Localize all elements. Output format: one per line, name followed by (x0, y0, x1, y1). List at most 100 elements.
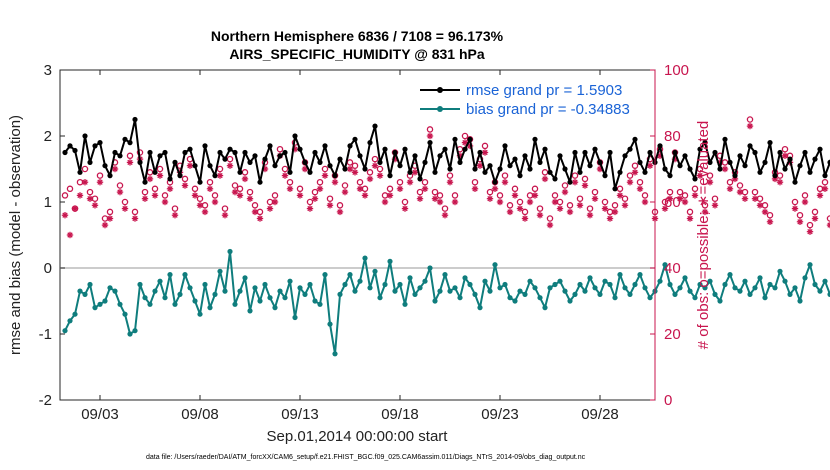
rmse-point (547, 169, 553, 175)
bias-point (627, 291, 633, 297)
obs-evaluated-point (761, 208, 769, 216)
rmse-point (272, 163, 278, 169)
bias-point (87, 281, 93, 288)
obs-possible-point (781, 145, 789, 153)
rmse-point (347, 143, 353, 149)
rmse-point (112, 149, 118, 156)
y-left-tick-label: -2 (39, 392, 52, 409)
obs-possible-point (306, 198, 314, 206)
obs-possible-point (206, 178, 214, 186)
rmse-point (417, 176, 423, 182)
rmse-point (817, 146, 823, 152)
obs-evaluated-point (766, 218, 774, 225)
bias-point (217, 268, 223, 274)
x-tick-label: 09/13 (281, 406, 319, 423)
bias-point (252, 285, 258, 291)
bias-point (532, 285, 538, 291)
rmse-point (497, 166, 503, 172)
obs-evaluated-point (481, 149, 489, 156)
bias-point (747, 291, 753, 297)
obs-evaluated-point (416, 195, 424, 202)
bias-point (167, 272, 173, 278)
bias-point (117, 301, 123, 307)
obs-evaluated-point (61, 212, 69, 219)
rmse-point (502, 143, 508, 149)
rmse-point (62, 149, 68, 156)
rmse-point (132, 116, 138, 123)
rmse-point (262, 156, 268, 162)
obs-evaluated-point (81, 179, 89, 186)
obs-evaluated-point (186, 162, 194, 169)
rmse-point (612, 186, 618, 192)
bias-point (162, 295, 168, 301)
bias-point (262, 281, 268, 288)
obs-evaluated-point (111, 165, 119, 173)
obs-evaluated-point (66, 231, 74, 239)
bias-point (142, 295, 148, 301)
obs-possible-point (571, 172, 579, 179)
obs-evaluated-point (351, 169, 359, 176)
obs-evaluated-point (746, 122, 754, 130)
bias-point (822, 278, 828, 284)
rmse-point (117, 153, 123, 159)
rmse-point (657, 143, 663, 149)
obs-possible-point (636, 178, 644, 186)
obs-possible-point (356, 178, 364, 186)
rmse-point (462, 146, 468, 152)
bias-point (287, 278, 293, 284)
bias-point (212, 291, 218, 297)
rmse-point (327, 163, 333, 169)
obs-possible-point (251, 202, 259, 209)
obs-possible-point (121, 198, 129, 206)
obs-possible-point (666, 188, 674, 196)
rmse-point (552, 176, 558, 182)
bias-point (147, 301, 153, 307)
rmse-point (137, 159, 143, 165)
obs-evaluated-point (96, 179, 104, 186)
obs-possible-point (686, 208, 694, 216)
obs-evaluated-point (376, 172, 384, 179)
rmse-point (267, 143, 273, 149)
obs-possible-point (496, 192, 504, 199)
bias-point (467, 281, 473, 288)
bias-point (802, 275, 808, 281)
bias-point (522, 291, 528, 297)
obs-evaluated-point (346, 165, 354, 173)
bias-point (182, 272, 188, 278)
legend-box (418, 77, 650, 120)
obs-evaluated-point (401, 205, 409, 212)
obs-possible-point (446, 172, 454, 179)
obs-evaluated-point (826, 221, 830, 229)
rmse-point (777, 149, 783, 156)
rmse-point (697, 146, 703, 152)
obs-possible-point (821, 178, 829, 186)
rmse-point (162, 149, 168, 156)
rmse-point (302, 159, 308, 165)
obs-evaluated-point (796, 218, 804, 225)
obs-possible-point (451, 192, 459, 199)
bias-point (602, 278, 608, 284)
chart-title-line2: AIRS_SPECIFIC_HUMIDITY @ 831 hPa (229, 46, 485, 62)
obs-possible-point (581, 175, 589, 183)
bias-point (67, 318, 73, 324)
bias-point (702, 285, 708, 291)
bias-point (482, 278, 488, 284)
obs-possible-point (621, 195, 629, 202)
obs-evaluated-point (121, 205, 129, 212)
obs-possible-point (626, 172, 634, 179)
obs-possible-point (326, 195, 334, 202)
rmse-point (557, 153, 563, 159)
rmse-point (467, 136, 473, 142)
obs-possible-point (196, 195, 204, 202)
rmse-point (622, 153, 628, 159)
obs-possible-point (801, 192, 809, 199)
rmse-point (527, 166, 533, 172)
obs-evaluated-point (801, 198, 809, 206)
rmse-point (757, 169, 763, 175)
bias-point (477, 305, 483, 311)
rmse-series (62, 116, 830, 192)
rmse-point (422, 159, 428, 165)
rmse-point (687, 166, 693, 172)
obs-evaluated-point (421, 185, 429, 192)
rmse-point (747, 143, 753, 149)
